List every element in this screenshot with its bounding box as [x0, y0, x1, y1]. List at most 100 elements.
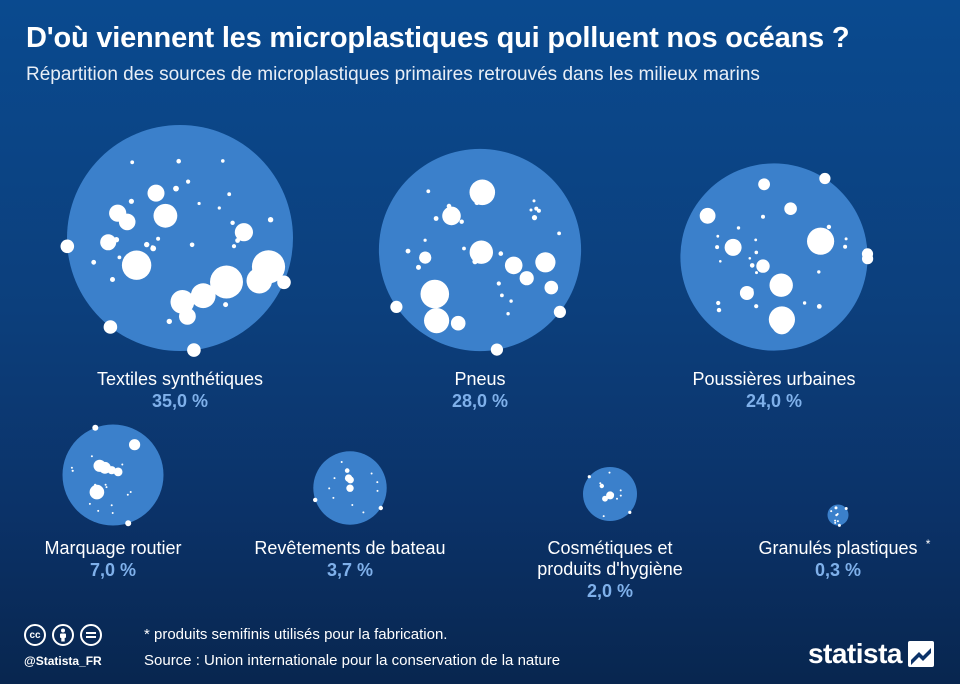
- bubble-dot: [749, 263, 755, 268]
- bubble-dot: [117, 255, 122, 260]
- bubble-dot: [197, 201, 201, 206]
- bubble-dot: [370, 472, 373, 475]
- bubble-dot: [118, 213, 136, 231]
- bubble-dot: [716, 307, 722, 313]
- bubble-dot: [376, 481, 379, 484]
- bubble-dot: [748, 257, 752, 260]
- bubble-dot: [346, 484, 354, 492]
- bubble-dot: [529, 208, 533, 212]
- bubble-dot: [187, 343, 201, 357]
- bubble-dot: [716, 300, 721, 306]
- bubble-dot: [769, 273, 793, 297]
- bubble-dot: [129, 439, 141, 451]
- bubble-dot: [378, 505, 383, 511]
- bubble-dot: [110, 504, 113, 507]
- bubble-dot: [724, 238, 742, 256]
- bubble-dot: [231, 244, 237, 249]
- bubble-dot: [774, 312, 779, 317]
- category-label: Granulés plastiques: [758, 538, 917, 558]
- annotation-mark: *: [926, 537, 931, 551]
- bubble-dot: [506, 312, 510, 316]
- bubble: [62, 424, 164, 526]
- bubble-dot: [469, 179, 496, 206]
- bubble-dot: [843, 244, 848, 249]
- bubble-dot: [60, 239, 75, 254]
- bubble-dot: [761, 214, 765, 219]
- bubble-dot: [619, 489, 622, 492]
- bubble-dot: [328, 487, 331, 490]
- bubble-dot: [390, 300, 403, 313]
- category-label: Textiles synthétiques: [97, 369, 263, 389]
- bubble-dot: [830, 510, 833, 513]
- page-subtitle: Répartition des sources de microplastiqu…: [26, 64, 760, 85]
- bubble-dot: [834, 521, 837, 524]
- bubble-dot: [166, 318, 172, 325]
- bubble-dot: [557, 231, 561, 236]
- bubble-dot: [490, 188, 495, 193]
- by-icon: [52, 624, 74, 646]
- bubble-dot: [277, 275, 291, 290]
- bubble-dot: [346, 476, 354, 484]
- license-icons: cc: [24, 624, 102, 646]
- bubble-dot: [442, 206, 461, 226]
- category-label: Marquage routier: [44, 538, 181, 558]
- bubble-dot: [157, 207, 162, 211]
- bubble-dot: [111, 512, 114, 514]
- bubble-dot: [462, 246, 466, 251]
- bubble-dot: [362, 511, 365, 514]
- bubble-dot: [113, 237, 120, 243]
- statista-logo: statista: [808, 638, 934, 670]
- bubble-dot: [89, 484, 105, 500]
- bubble-dot: [190, 283, 216, 309]
- bubble-dot: [826, 224, 832, 230]
- bubble-dot: [107, 466, 116, 475]
- bubble: [827, 504, 849, 526]
- bubble-dot: [599, 482, 602, 485]
- bubble-dot: [628, 510, 632, 514]
- bubble-dot: [490, 343, 503, 356]
- bubble-dot: [544, 280, 559, 295]
- cc-icon: cc: [24, 624, 46, 646]
- bubble-dot: [474, 200, 480, 206]
- bubble-dot: [844, 237, 848, 241]
- bubble-dot: [91, 259, 97, 265]
- source-text: Source : Union internationale pour la co…: [144, 652, 561, 669]
- bubble-dot: [150, 245, 157, 252]
- bubble-dot: [170, 290, 195, 314]
- bubble-dot: [608, 471, 611, 474]
- bubble-dot: [420, 279, 450, 309]
- bubble-dot: [130, 160, 135, 165]
- statista-logo-mark-icon: [908, 641, 934, 667]
- bubble-dot: [426, 189, 431, 194]
- bubble-dot: [807, 227, 835, 255]
- bubble-dot: [736, 226, 741, 230]
- bubble-dot: [71, 469, 74, 472]
- bubble-dot: [179, 308, 196, 325]
- bubble-dot: [716, 234, 720, 238]
- bubble-dot: [504, 256, 523, 275]
- bubble-dot: [844, 507, 848, 510]
- bubble-dot: [185, 318, 189, 323]
- bubble-dot: [333, 477, 336, 480]
- bubble-dot: [498, 251, 504, 256]
- page-title: D'où viennent les microplastiques qui po…: [26, 22, 850, 54]
- bubble-dot: [750, 288, 754, 292]
- bubble-dot: [186, 179, 191, 184]
- bubble-dot: [419, 251, 432, 264]
- social-handle: @Statista_FR: [24, 654, 102, 668]
- bubble-dot: [93, 459, 106, 472]
- bubble-dot: [344, 468, 350, 473]
- footnote: * produits semifinis utilisés pour la fa…: [144, 626, 448, 643]
- value-label: 7,0 %: [90, 560, 136, 580]
- bubble-dot: [450, 315, 466, 331]
- bubble-dot: [715, 245, 720, 250]
- bubble-dot: [110, 277, 115, 282]
- bubble-dot: [235, 238, 241, 243]
- bubble-dot: [754, 238, 758, 242]
- bubble-dot: [819, 230, 824, 235]
